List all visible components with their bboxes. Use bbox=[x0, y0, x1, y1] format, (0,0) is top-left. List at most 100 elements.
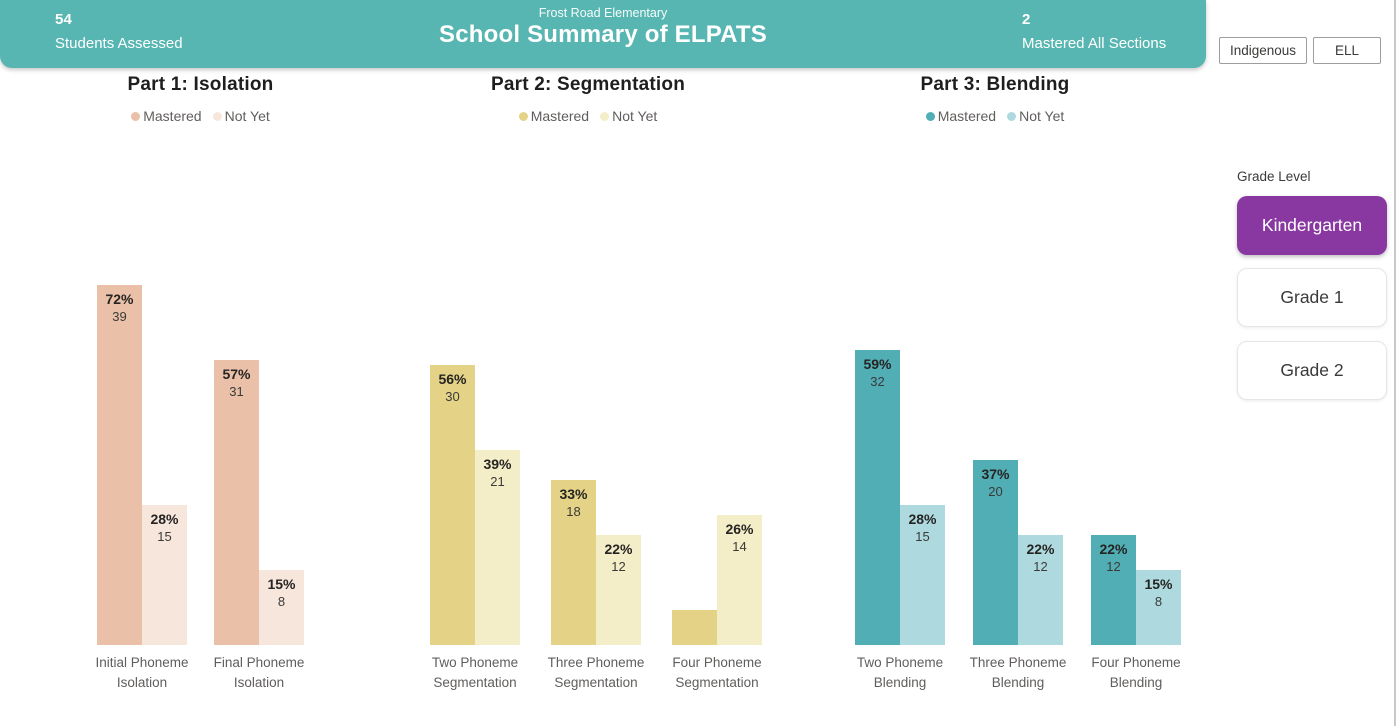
legend-label: Not Yet bbox=[612, 108, 658, 124]
legend-dot-icon bbox=[131, 111, 141, 121]
bar-mastered[interactable]: 72% 39 bbox=[97, 285, 142, 645]
legend-item-mastered[interactable]: Mastered bbox=[518, 108, 590, 124]
bar-count-label: 8 bbox=[1154, 594, 1163, 609]
bar-pair: 37% 20 22% 12 bbox=[973, 265, 1063, 645]
legend-dot-icon bbox=[1007, 111, 1017, 121]
bar-count-label: 14 bbox=[732, 539, 747, 554]
bar-mastered[interactable]: 57% 31 bbox=[214, 360, 259, 645]
bar-percent-label: 22% bbox=[1026, 541, 1055, 557]
bar-not-yet[interactable]: 28% 15 bbox=[142, 505, 187, 645]
bar-count-label: 12 bbox=[611, 559, 626, 574]
bar-count-label: 15 bbox=[915, 529, 930, 544]
legend-label: Not Yet bbox=[224, 108, 270, 124]
bar-count-label: 21 bbox=[490, 474, 505, 489]
bar-percent-label: 37% bbox=[981, 466, 1010, 482]
bar-group: 22% 12 15% 8 Four Phoneme Blending bbox=[1091, 265, 1181, 694]
bar-pair: 33% 18 22% 12 bbox=[551, 265, 641, 645]
bar-count-label: 12 bbox=[1033, 559, 1048, 574]
bar-percent-label: 33% bbox=[559, 486, 588, 502]
category-label: Two Phoneme Segmentation bbox=[431, 655, 519, 691]
legend-dot-icon bbox=[600, 111, 610, 121]
chart-title: Part 2: Segmentation bbox=[490, 74, 686, 95]
ell-filter-button[interactable]: ELL bbox=[1313, 37, 1381, 64]
bar-group: 57% 31 15% 8 Final Phoneme Isolation bbox=[214, 265, 304, 694]
bar-not-yet[interactable]: 28% 15 bbox=[900, 505, 945, 645]
legend-label: Mastered bbox=[937, 108, 997, 124]
bar-group: 37% 20 22% 12 Three Phoneme Blending bbox=[970, 265, 1066, 694]
bar-mastered[interactable]: 59% 32 bbox=[855, 350, 900, 645]
legend-item-mastered[interactable]: Mastered bbox=[925, 108, 997, 124]
bar-not-yet[interactable]: 39% 21 bbox=[475, 450, 520, 645]
category-label: Three Phoneme Segmentation bbox=[547, 655, 645, 691]
category-label: Three Phoneme Blending bbox=[969, 655, 1067, 691]
chart-bars-blending: 59% 32 28% 15 Two Phoneme Blending 37% 20 22% 12… bbox=[855, 265, 1181, 694]
page-edge-divider bbox=[1394, 0, 1396, 726]
category-label: Four Phoneme Segmentation bbox=[672, 655, 762, 691]
bar-group: 26% 14 Four Phoneme Segmentation bbox=[672, 265, 762, 694]
bar-mastered[interactable] bbox=[672, 610, 717, 645]
grade-button-grade-1[interactable]: Grade 1 bbox=[1237, 268, 1387, 327]
legend-dot-icon bbox=[518, 111, 528, 121]
legend-label: Not Yet bbox=[1019, 108, 1065, 124]
bar-percent-label: 28% bbox=[908, 511, 937, 527]
bar-pair: 22% 12 15% 8 bbox=[1091, 265, 1181, 645]
school-name: Frost Road Elementary bbox=[538, 6, 668, 20]
bar-not-yet[interactable]: 15% 8 bbox=[1136, 570, 1181, 645]
bar-mastered[interactable]: 56% 30 bbox=[430, 365, 475, 645]
bar-count-label: 15 bbox=[157, 529, 172, 544]
bar-percent-label: 28% bbox=[150, 511, 179, 527]
indigenous-filter-button[interactable]: Indigenous bbox=[1219, 37, 1307, 64]
header-title-block: Frost Road Elementary School Summary of … bbox=[0, 6, 1206, 49]
legend-item-not-yet[interactable]: Not Yet bbox=[212, 108, 270, 124]
bar-group: 59% 32 28% 15 Two Phoneme Blending bbox=[855, 265, 945, 694]
students-assessed-block: 54 Students Assessed bbox=[55, 11, 183, 52]
bar-percent-label: 22% bbox=[604, 541, 633, 557]
bar-count-label: 8 bbox=[277, 594, 286, 609]
legend-dot-icon bbox=[212, 111, 222, 121]
bar-mastered[interactable]: 22% 12 bbox=[1091, 535, 1136, 645]
legend-item-not-yet[interactable]: Not Yet bbox=[1007, 108, 1064, 124]
grade-button-kindergarten[interactable]: Kindergarten bbox=[1237, 196, 1387, 255]
bar-pair: 26% 14 bbox=[672, 265, 762, 645]
bar-pair: 59% 32 28% 15 bbox=[855, 265, 945, 645]
legend-item-mastered[interactable]: Mastered bbox=[131, 108, 202, 124]
bar-count-label: 32 bbox=[870, 374, 885, 389]
bar-not-yet[interactable]: 26% 14 bbox=[717, 515, 762, 645]
chart-legend: Mastered Not Yet bbox=[832, 108, 1158, 124]
chart-legend: Mastered Not Yet bbox=[97, 108, 304, 124]
mastered-all-block: 2 Mastered All Sections bbox=[1022, 11, 1166, 52]
chart-bars-isolation: 72% 39 28% 15 Initial Phoneme Isolation 57% 31… bbox=[95, 265, 304, 694]
bar-count-label: 39 bbox=[112, 309, 127, 324]
bar-percent-label: 15% bbox=[267, 576, 296, 592]
bar-mastered[interactable]: 37% 20 bbox=[973, 460, 1018, 645]
mastered-all-label: Mastered All Sections bbox=[1022, 35, 1167, 52]
bar-percent-label: 22% bbox=[1099, 541, 1128, 557]
bar-count-label: 12 bbox=[1106, 559, 1121, 574]
chart-title: Part 3: Blending bbox=[920, 74, 1070, 95]
bar-group: 72% 39 28% 15 Initial Phoneme Isolation bbox=[95, 265, 189, 694]
bar-not-yet[interactable]: 22% 12 bbox=[1018, 535, 1063, 645]
bar-not-yet[interactable]: 22% 12 bbox=[596, 535, 641, 645]
bar-not-yet[interactable]: 15% 8 bbox=[259, 570, 304, 645]
legend-dot-icon bbox=[925, 111, 935, 121]
category-label: Initial Phoneme Isolation bbox=[95, 655, 189, 691]
chart-head-segmentation: Part 2: Segmentation Mastered Not Yet bbox=[422, 74, 754, 124]
legend-label: Mastered bbox=[143, 108, 202, 124]
grade-button-grade-2[interactable]: Grade 2 bbox=[1237, 341, 1387, 400]
category-label: Two Phoneme Blending bbox=[856, 655, 944, 691]
chart-head-blending: Part 3: Blending Mastered Not Yet bbox=[832, 74, 1158, 124]
bar-pair: 72% 39 28% 15 bbox=[97, 265, 187, 645]
grade-level-label: Grade Level bbox=[1237, 169, 1311, 184]
chart-title: Part 1: Isolation bbox=[127, 74, 274, 95]
bar-group: 56% 30 39% 21 Two Phoneme Segmentation bbox=[430, 265, 520, 694]
legend-label: Mastered bbox=[530, 108, 590, 124]
bar-count-label: 18 bbox=[566, 504, 581, 519]
mastered-all-value: 2 bbox=[1022, 11, 1031, 28]
bar-pair: 57% 31 15% 8 bbox=[214, 265, 304, 645]
legend-item-not-yet[interactable]: Not Yet bbox=[600, 108, 657, 124]
category-label: Four Phoneme Blending bbox=[1091, 655, 1181, 691]
bar-mastered[interactable]: 33% 18 bbox=[551, 480, 596, 645]
bar-percent-label: 57% bbox=[222, 366, 251, 382]
header-banner: 54 Students Assessed Frost Road Elementa… bbox=[0, 0, 1206, 68]
